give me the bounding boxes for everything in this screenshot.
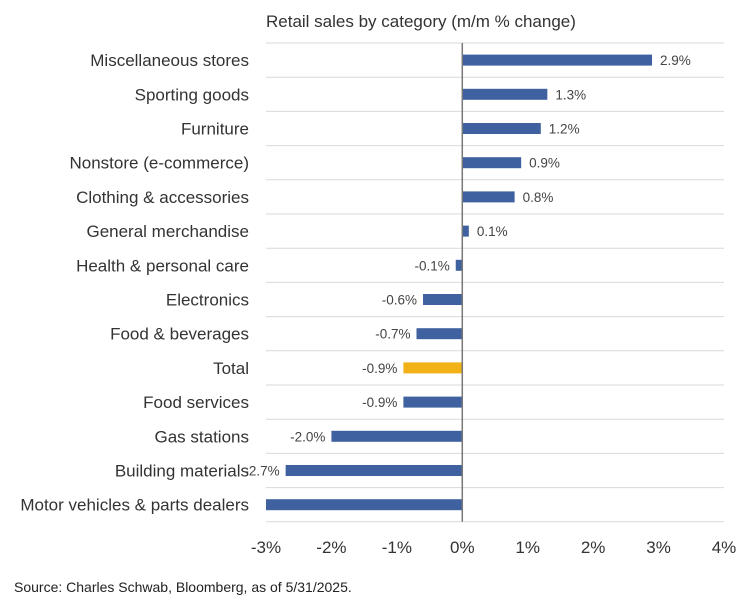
category-label: Electronics (166, 291, 249, 310)
data-label: -2.7% (244, 464, 279, 479)
category-label: Nonstore (e-commerce) (70, 154, 250, 173)
bar-health-personal-care (455, 259, 463, 271)
source-note: Source: Charles Schwab, Bloomberg, as of… (14, 579, 352, 595)
x-tick-label: -3% (251, 538, 281, 557)
category-label: Total (213, 359, 249, 378)
x-tick-label: -1% (382, 538, 412, 557)
category-label: Clothing & accessories (76, 188, 249, 207)
bar-nonstore-e-commerce (462, 157, 522, 169)
bar-motor-vehicles-parts-dealers (266, 499, 463, 511)
category-label: Food & beverages (110, 325, 249, 344)
bar-sporting-goods (462, 88, 548, 100)
bar-miscellaneous-stores (462, 54, 653, 66)
bar-gas-stations (331, 430, 463, 442)
x-tick-label: 4% (712, 538, 737, 557)
bar-building-materials (285, 465, 463, 476)
category-label: Miscellaneous stores (90, 51, 249, 70)
x-tick-label: 3% (646, 538, 671, 557)
category-label: Health & personal care (76, 256, 249, 275)
data-label: -0.7% (375, 327, 410, 342)
bar-electronics (423, 294, 463, 305)
category-label: General merchandise (86, 222, 249, 241)
x-tick-label: 2% (581, 538, 606, 557)
data-label: -0.9% (362, 395, 397, 410)
data-label: 0.9% (529, 156, 560, 171)
data-label: -0.6% (382, 293, 417, 308)
category-label: Motor vehicles & parts dealers (20, 496, 249, 515)
category-label: Building materials (115, 462, 249, 481)
bar-general-merchandise (462, 225, 469, 237)
bar-total (403, 362, 463, 374)
bar-furniture (462, 123, 541, 134)
data-label: 0.8% (523, 190, 554, 205)
category-label: Food services (143, 393, 249, 412)
chart-title: Retail sales by category (m/m % change) (266, 12, 576, 31)
data-label: -0.9% (362, 361, 397, 376)
data-label: 2.9% (660, 53, 691, 68)
category-label: Gas stations (155, 427, 250, 446)
data-label: 0.1% (477, 224, 508, 239)
bar-clothing-accessories (462, 191, 515, 203)
category-label: Furniture (181, 120, 249, 139)
bar-food-beverages (416, 328, 463, 340)
data-label: 1.3% (555, 87, 586, 102)
bar-food-services (403, 396, 463, 408)
data-label: -0.1% (414, 258, 449, 273)
x-tick-label: 0% (450, 538, 475, 557)
x-tick-label: 1% (515, 538, 540, 557)
category-label: Sporting goods (135, 85, 249, 104)
x-tick-label: -2% (316, 538, 346, 557)
data-label: -2.0% (290, 429, 325, 444)
data-label: 1.2% (549, 122, 580, 137)
